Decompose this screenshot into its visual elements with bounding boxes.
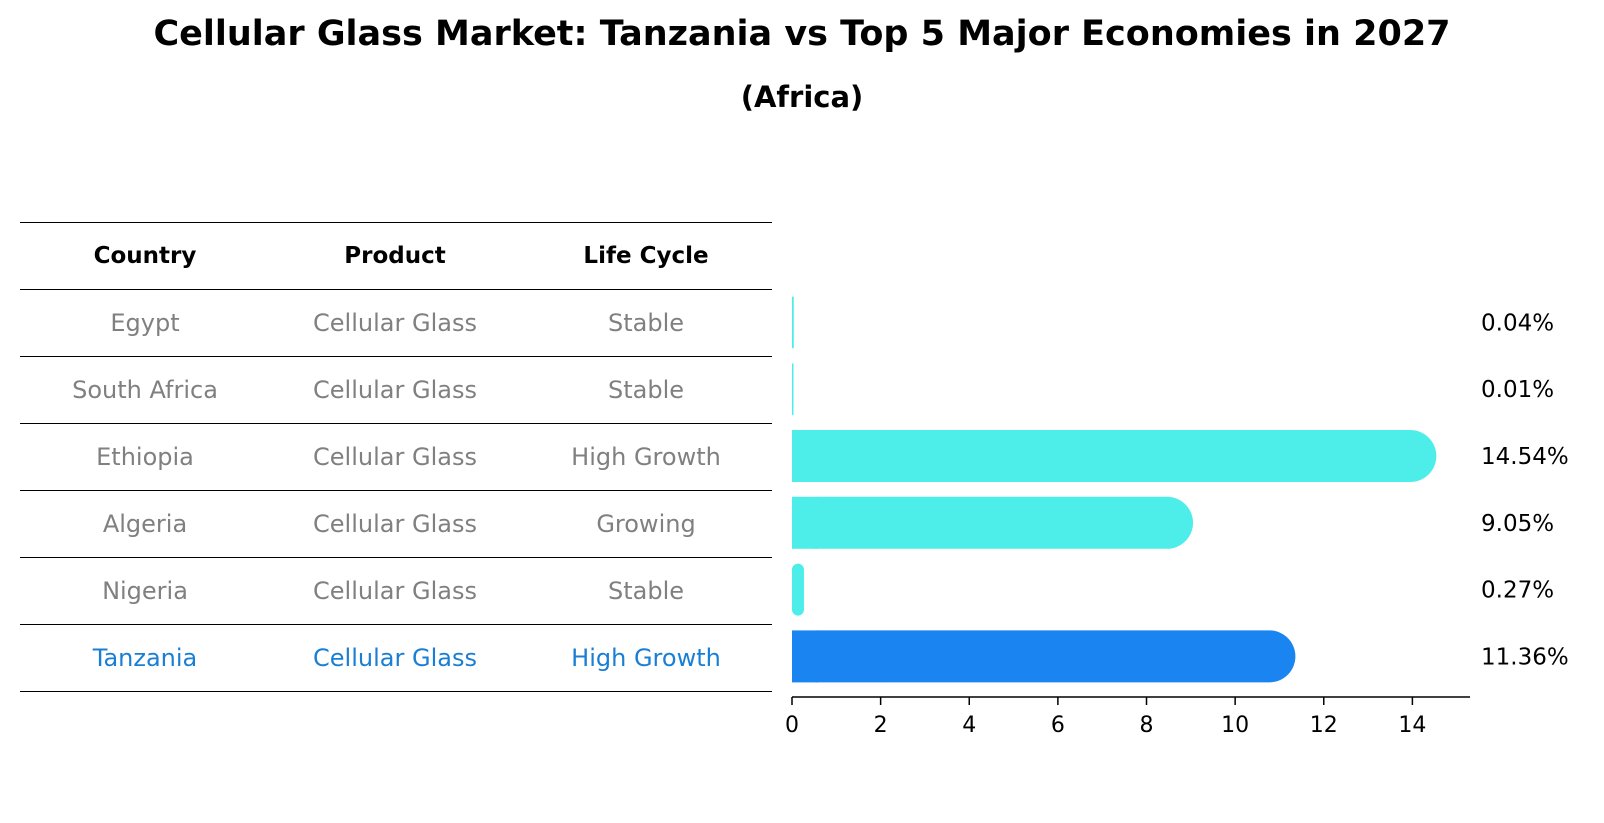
chart-subtitle: (Africa) (740, 80, 864, 114)
bar-egypt (792, 296, 794, 349)
x-tick-label: 4 (962, 713, 976, 738)
bar-left-edge (792, 630, 818, 683)
bar-left-edge (792, 496, 818, 549)
table-row: Nigeria Cellular Glass Stable (20, 558, 772, 625)
x-tick-label: 2 (874, 713, 888, 738)
data-table: Country Product Life Cycle Egypt Cellula… (20, 222, 772, 692)
bar-nigeria (792, 563, 804, 616)
bar-algeria (792, 496, 1194, 549)
product-cell: Cellular Glass (313, 577, 477, 605)
value-label: 11.36% (1481, 644, 1569, 670)
chart-title: Cellular Glass Market: Tanzania vs Top 5… (153, 14, 1451, 54)
product-cell: Cellular Glass (313, 443, 477, 471)
life-cycle-cell: Stable (607, 577, 685, 605)
x-tick-label: 14 (1398, 713, 1426, 738)
country-cell: Algeria (102, 510, 188, 538)
life-cycle-cell: Stable (607, 376, 685, 404)
life-cycle-cell: High Growth (571, 443, 721, 471)
bar-ethiopia (792, 430, 1437, 482)
value-label: 14.54% (1481, 444, 1569, 470)
life-cycle-cell: Growing (596, 510, 696, 538)
country-cell: Nigeria (102, 577, 188, 605)
x-tick-label: 10 (1221, 713, 1249, 738)
bar-left-edge (792, 430, 818, 482)
table-row: South Africa Cellular Glass Stable (20, 357, 772, 424)
table-header-row: Country Product Life Cycle (20, 222, 772, 290)
x-tick-label: 0 (785, 713, 799, 738)
country-cell: Egypt (110, 309, 180, 337)
country-cell: Tanzania (92, 644, 198, 672)
table-row: Egypt Cellular Glass Stable (20, 290, 772, 357)
x-tick-label: 12 (1310, 713, 1338, 738)
product-cell: Cellular Glass (313, 376, 477, 404)
product-cell: Cellular Glass (313, 510, 477, 538)
x-tick-label: 6 (1051, 713, 1065, 738)
table-row-highlight: Tanzania Cellular Glass High Growth (20, 625, 772, 692)
value-label: 0.04% (1481, 310, 1554, 336)
product-cell: Cellular Glass (313, 309, 477, 337)
bar-south-africa (792, 363, 794, 416)
header-country: Country (93, 243, 197, 269)
x-tick-label: 8 (1140, 713, 1154, 738)
product-cell: Cellular Glass (313, 644, 477, 672)
country-cell: South Africa (72, 376, 218, 404)
value-label: 0.01% (1481, 377, 1554, 403)
country-cell: Ethiopia (96, 443, 194, 471)
life-cycle-cell: High Growth (571, 644, 721, 672)
value-label: 9.05% (1481, 511, 1554, 537)
table-row: Ethiopia Cellular Glass High Growth (20, 424, 772, 491)
header-life-cycle: Life Cycle (583, 243, 709, 269)
value-label: 0.27% (1481, 578, 1554, 604)
bar-tanzania (792, 630, 1296, 683)
table-row: Algeria Cellular Glass Growing (20, 491, 772, 558)
header-product: Product (344, 243, 446, 269)
life-cycle-cell: Stable (607, 309, 685, 337)
